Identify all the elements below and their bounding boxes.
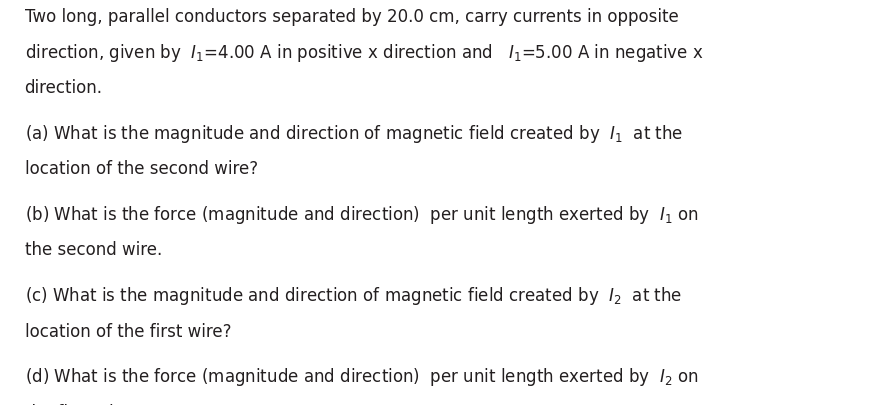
Text: direction.: direction. — [25, 79, 103, 97]
Text: location of the first wire?: location of the first wire? — [25, 322, 231, 340]
Text: the first wire?: the first wire? — [25, 403, 139, 405]
Text: (d) What is the force (magnitude and direction)  per unit length exerted by  $I_: (d) What is the force (magnitude and dir… — [25, 366, 698, 388]
Text: (b) What is the force (magnitude and direction)  per unit length exerted by  $I_: (b) What is the force (magnitude and dir… — [25, 204, 698, 226]
Text: (a) What is the magnitude and direction of magnetic field created by  $I_1$  at : (a) What is the magnitude and direction … — [25, 123, 683, 145]
Text: location of the second wire?: location of the second wire? — [25, 160, 258, 178]
Text: (c) What is the magnitude and direction of magnetic field created by  $I_2$  at : (c) What is the magnitude and direction … — [25, 285, 681, 307]
Text: Two long, parallel conductors separated by 20.0 cm, carry currents in opposite: Two long, parallel conductors separated … — [25, 9, 678, 26]
Text: direction, given by  $I_1$=4.00 A in positive x direction and   $I_1$=5.00 A in : direction, given by $I_1$=4.00 A in posi… — [25, 42, 703, 64]
Text: the second wire.: the second wire. — [25, 241, 161, 259]
